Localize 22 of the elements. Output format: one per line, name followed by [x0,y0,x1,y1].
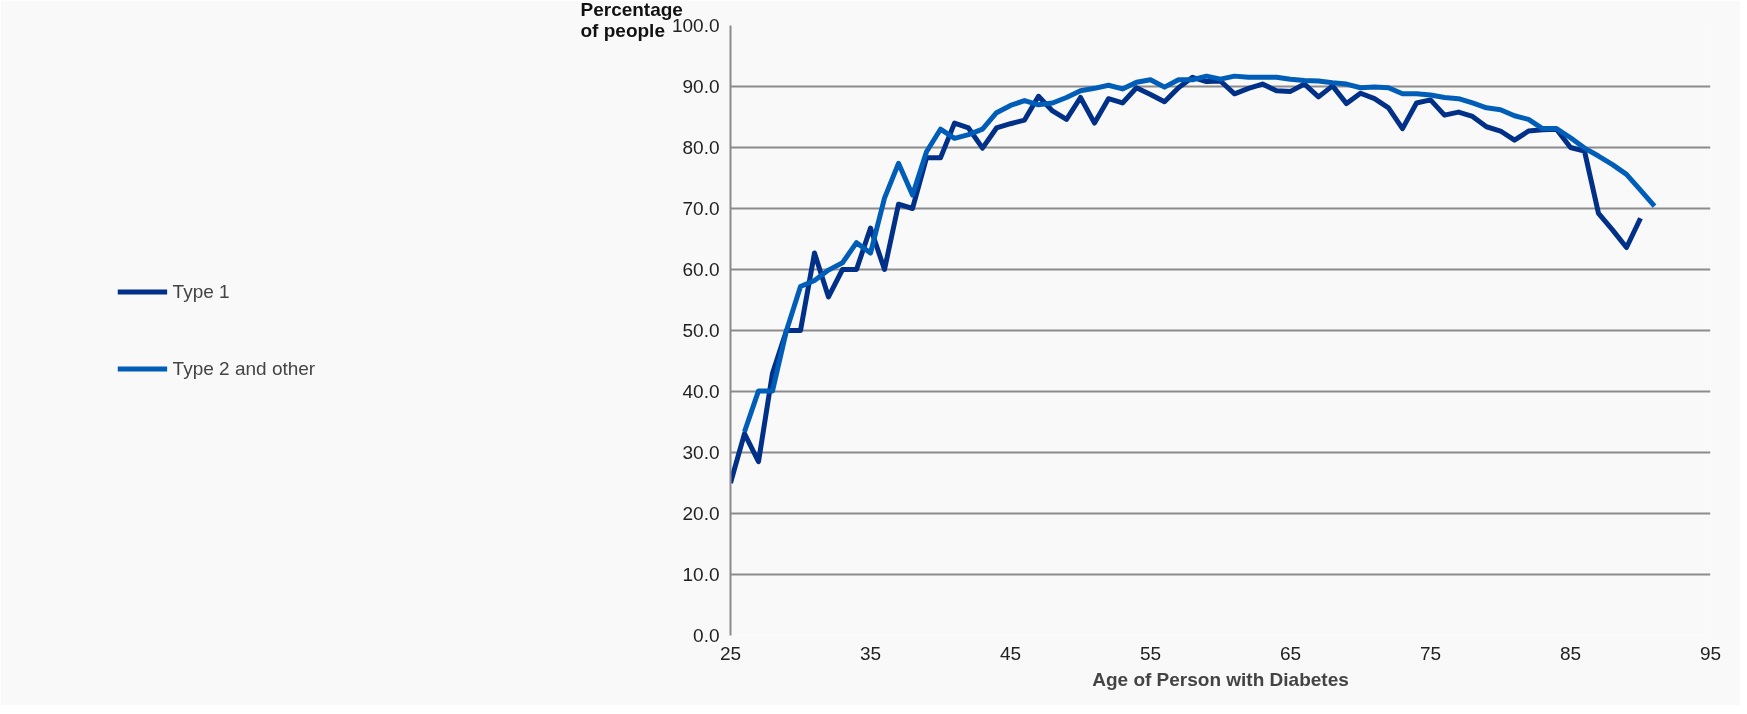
y-tick-label: 30.0 [682,442,720,463]
y-tick-label: 100.0 [671,15,720,36]
x-axis-title: Age of Person with Diabetes [1092,668,1349,690]
x-tick-label: 25 [719,642,742,664]
y-tick-label: 60.0 [682,259,720,280]
x-tick-label: 65 [1279,642,1302,664]
x-tick-label: 45 [999,642,1022,664]
x-tick-label: 35 [859,642,882,664]
y-tick-label: 50.0 [682,320,720,341]
y-tick-label: 80.0 [682,137,720,158]
y-tick-label: 20.0 [682,503,720,524]
x-tick-label: 95 [1699,642,1722,664]
x-tick-label: 75 [1419,642,1442,664]
y-tick-label: 10.0 [682,564,720,585]
y-tick-label: 40.0 [682,381,720,402]
legend-label: Type 2 and other [172,357,316,380]
y-tick-label: 70.0 [682,198,720,219]
x-tick-label: 85 [1559,642,1582,664]
x-tick-label: 55 [1139,642,1162,664]
legend-label: Type 1 [172,280,230,303]
y-tick-label: 0.0 [693,625,720,646]
y-tick-label: 90.0 [682,76,720,97]
